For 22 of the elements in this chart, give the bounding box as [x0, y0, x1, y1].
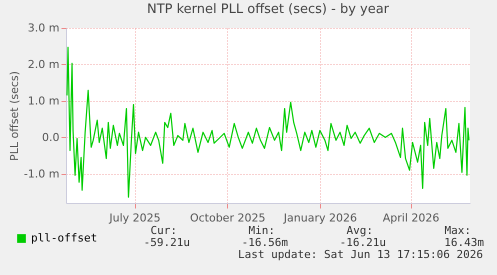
x-tick-label: April 2026	[382, 212, 440, 224]
text: Cur:	[150, 224, 177, 237]
x-tick-label: January 2026	[282, 212, 357, 224]
chart-title: NTP kernel PLL offset (secs) - by year	[146, 2, 390, 17]
legend-label: pll-offset	[31, 232, 98, 244]
y-tick-label: -1.0 m	[24, 167, 60, 180]
x-tick-label: October 2025	[190, 212, 266, 224]
text: -59.21u	[144, 236, 190, 249]
text: Min:	[248, 224, 275, 237]
text: Max:	[444, 224, 471, 237]
y-tick-label: 3.0 m	[28, 22, 60, 34]
x-tick-label: July 2025	[108, 212, 161, 224]
y-tick-label: 1.0 m	[28, 94, 60, 108]
y-tick-label: 0.0	[42, 130, 60, 144]
text: Last update: Sat Jun 13 17:15:06 2026	[238, 248, 483, 261]
text: Avg:	[346, 224, 373, 237]
text: -16.56m	[242, 236, 288, 249]
y-axis-title: PLL offset (secs)	[8, 71, 21, 161]
line-series	[66, 46, 470, 198]
text: 16.43m	[444, 236, 484, 249]
text: -16.21u	[340, 236, 386, 249]
y-tick-label: 2.0 m	[28, 58, 60, 71]
